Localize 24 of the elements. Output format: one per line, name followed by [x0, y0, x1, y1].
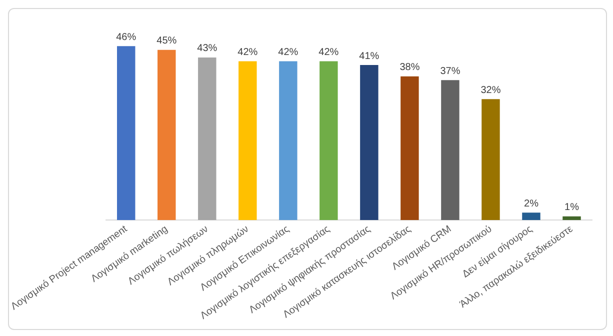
data-label: 1% [564, 202, 580, 214]
data-label: 42% [318, 47, 339, 58]
data-label: 41% [359, 50, 380, 62]
bar [320, 61, 338, 220]
bar [522, 212, 540, 220]
bar [238, 61, 257, 220]
data-label: 32% [480, 84, 501, 96]
bar [441, 80, 460, 220]
bar [360, 65, 378, 220]
data-label: 37% [440, 66, 460, 77]
bar [562, 216, 581, 220]
data-label: 43% [197, 43, 218, 54]
bar [158, 50, 176, 220]
data-label: 38% [400, 62, 420, 74]
data-label: 46% [116, 32, 136, 43]
data-label: 42% [238, 47, 258, 58]
data-label: 42% [278, 47, 298, 58]
data-label: 2% [524, 198, 539, 210]
bar [482, 99, 500, 220]
data-label: 45% [156, 36, 177, 47]
bar [198, 57, 216, 220]
bar [279, 61, 298, 220]
bar [400, 76, 419, 220]
bar [117, 46, 136, 220]
